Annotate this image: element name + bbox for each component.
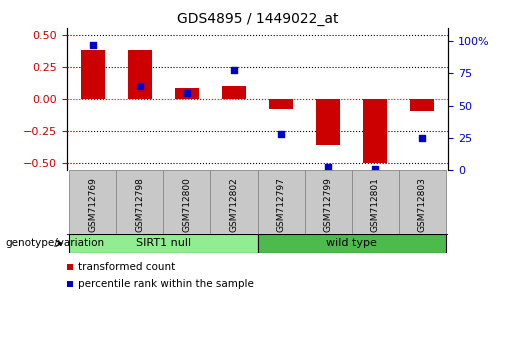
Text: GSM712803: GSM712803 xyxy=(418,178,426,233)
Bar xyxy=(352,170,399,234)
Bar xyxy=(364,99,387,164)
Bar xyxy=(222,86,246,99)
Text: GSM712801: GSM712801 xyxy=(371,178,380,233)
Text: transformed count: transformed count xyxy=(78,262,176,272)
Point xyxy=(371,166,379,171)
Bar xyxy=(304,170,352,234)
Text: GSM712769: GSM712769 xyxy=(89,178,97,233)
Bar xyxy=(211,170,258,234)
Text: GSM712800: GSM712800 xyxy=(182,178,192,233)
Point xyxy=(277,131,285,137)
Bar xyxy=(81,50,105,99)
Text: GSM712802: GSM712802 xyxy=(230,178,238,232)
Text: GSM712797: GSM712797 xyxy=(277,178,285,233)
Text: percentile rank within the sample: percentile rank within the sample xyxy=(78,279,254,289)
Bar xyxy=(410,99,434,111)
Bar xyxy=(70,170,116,234)
Text: GSM712798: GSM712798 xyxy=(135,178,144,233)
Bar xyxy=(316,99,340,145)
Bar xyxy=(399,170,445,234)
Bar xyxy=(258,170,304,234)
Text: wild type: wild type xyxy=(326,238,377,249)
Bar xyxy=(258,234,445,253)
Text: GSM712799: GSM712799 xyxy=(323,178,333,233)
Point xyxy=(230,67,238,72)
Text: genotype/variation: genotype/variation xyxy=(5,238,104,249)
Title: GDS4895 / 1449022_at: GDS4895 / 1449022_at xyxy=(177,12,338,26)
Point xyxy=(89,42,97,48)
Bar xyxy=(116,170,163,234)
Point xyxy=(418,135,426,141)
Bar xyxy=(70,234,258,253)
Bar xyxy=(128,50,151,99)
Text: SIRT1 null: SIRT1 null xyxy=(136,238,191,249)
Point xyxy=(136,84,144,89)
Point xyxy=(183,90,191,96)
Bar xyxy=(269,99,293,109)
Bar xyxy=(175,87,199,99)
Bar xyxy=(163,170,211,234)
Point xyxy=(324,165,332,170)
